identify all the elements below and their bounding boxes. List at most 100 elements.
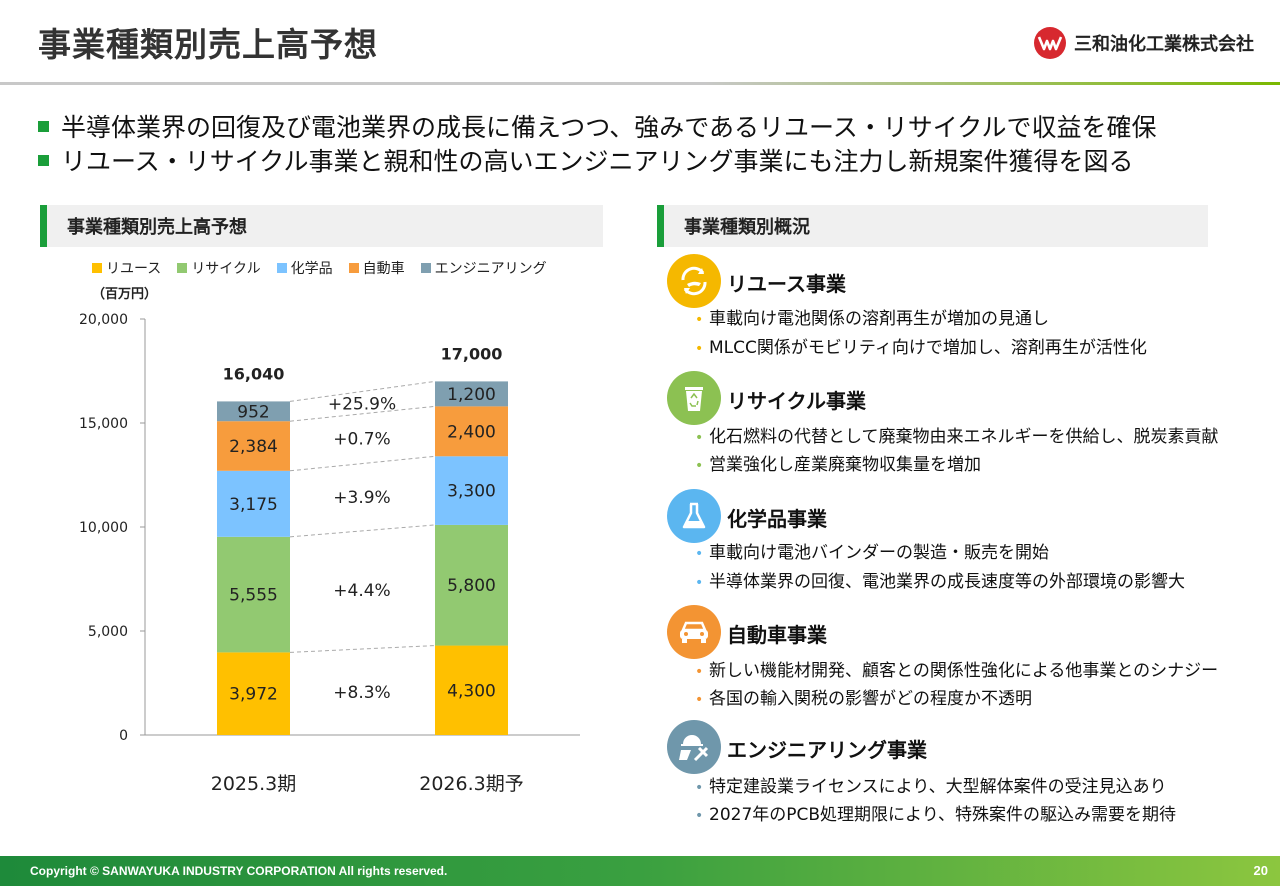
car-icon xyxy=(667,605,721,659)
category-point: • 2027年のPCB処理期限により、特殊案件の駆込み需要を期待 xyxy=(695,800,1176,825)
header-accent-bar xyxy=(40,205,47,247)
summary-bullet-1: 半導体業界の回復及び電池業界の成長に備えつつ、強みであるリユース・リサイクルで収… xyxy=(38,108,1157,144)
data-label: 3,300 xyxy=(447,482,496,502)
growth-connector-line xyxy=(289,455,436,472)
bar-segment xyxy=(217,401,290,422)
legend-label: リサイクル xyxy=(191,261,261,277)
category-point: • 営業強化し産業廃棄物収集量を増加 xyxy=(695,450,981,475)
category-reuse: リユース事業 • 車載向け電池関係の溶剤再生が増加の見通し • MLCC関係がモビリ… xyxy=(667,254,1267,364)
bullet-dot-icon: • xyxy=(695,575,704,591)
page-title: 事業種類別売上高予想 xyxy=(38,25,378,64)
engineering-icon xyxy=(667,720,721,774)
bar-segment xyxy=(435,406,508,457)
data-label: 2,400 xyxy=(447,422,496,442)
category-point-text: 新しい機能材開発、顧客との関係性強化による他事業とのシナジー xyxy=(709,661,1219,681)
right-panel-header: 事業種類別概況 xyxy=(657,205,1208,247)
bar-segment xyxy=(217,536,290,653)
x-tick-label: 2026.3期予 xyxy=(419,773,523,795)
legend-swatch xyxy=(177,263,188,273)
category-point: • MLCC関係がモビリティ向けで増加し、溶剤再生が活性化 xyxy=(695,333,1147,358)
bullet-square-icon xyxy=(38,120,49,132)
bar-segment xyxy=(217,652,290,735)
legend-swatch xyxy=(420,263,431,273)
bar-segment xyxy=(435,456,508,525)
chart-legend: リユース リサイクル 化学品 自動車 エンジニアリング xyxy=(92,258,563,278)
growth-connector-line xyxy=(289,405,436,422)
y-tick-label: 0 xyxy=(119,728,128,744)
bar-segment xyxy=(217,421,290,471)
category-automobile: 自動車事業 • 新しい機能材開発、顧客との関係性強化による他事業とのシナジー • 各… xyxy=(667,605,1267,715)
bar-segment xyxy=(435,645,508,735)
data-label: 3,175 xyxy=(229,495,278,515)
y-axis-unit-label: （百万円） xyxy=(92,286,157,302)
category-title: 化学品事業 xyxy=(727,507,827,531)
data-label: 4,300 xyxy=(447,681,496,701)
y-tick-label: 15,000 xyxy=(79,416,128,432)
right-panel-title: 事業種類別概況 xyxy=(684,217,810,238)
header-accent-bar xyxy=(657,205,664,247)
legend-swatch xyxy=(348,263,359,273)
category-point: • 車載向け電池関係の溶剤再生が増加の見通し xyxy=(695,304,1049,329)
summary-bullet-2: リユース・リサイクル事業と親和性の高いエンジニアリング事業にも注力し新規案件獲得… xyxy=(38,142,1134,178)
bullet-dot-icon: • xyxy=(695,458,704,474)
legend-label: 自動車 xyxy=(362,261,405,277)
legend-item-engineering: エンジニアリング xyxy=(420,258,547,278)
data-label: 3,972 xyxy=(229,685,278,705)
growth-label: +8.3% xyxy=(333,683,390,703)
legend-label: エンジニアリング xyxy=(434,261,547,277)
stacked-bar-chart: （百万円） 0 5,000 10,000 15,000 20,000 3,972 5,555 3… xyxy=(79,286,580,795)
category-title: リユース事業 xyxy=(727,272,846,296)
category-point: • 車載向け電池バインダーの製造・販売を開始 xyxy=(695,538,1049,563)
category-point: • 新しい機能材開発、顧客との関係性強化による他事業とのシナジー xyxy=(695,656,1218,681)
category-point: • 各国の輸入関税の影響がどの程度か不透明 xyxy=(695,684,1032,709)
copyright-text: Copyright © SANWAYUKA INDUSTRY CORPORATI… xyxy=(30,864,448,878)
legend-item-reuse: リユース xyxy=(92,258,161,278)
category-point-text: 車載向け電池バインダーの製造・販売を開始 xyxy=(709,543,1049,563)
total-label: 17,000 xyxy=(441,344,503,363)
bullet-dot-icon: • xyxy=(695,312,704,328)
bar-segment xyxy=(435,381,508,407)
category-recycle: リサイクル事業 • 化石燃料の代替として廃棄物由来エネルギーを供給し、脱炭素貢献 … xyxy=(667,371,1267,481)
legend-swatch xyxy=(92,263,102,273)
page-number: 20 xyxy=(1253,863,1268,878)
category-point: • 特定建設業ライセンスにより、大型解体案件の受注見込あり xyxy=(695,772,1167,797)
growth-connector-line xyxy=(289,524,436,538)
growth-label: +3.9% xyxy=(333,488,390,508)
company-name: 三和油化工業株式会社 xyxy=(1074,34,1254,55)
category-title: エンジニアリング事業 xyxy=(727,738,927,762)
data-label: 5,555 xyxy=(229,586,278,606)
total-label: 16,040 xyxy=(223,364,285,383)
recycle-hand-icon xyxy=(667,254,721,308)
bar-segment xyxy=(217,470,290,537)
y-tick-label: 20,000 xyxy=(79,312,128,328)
x-tick-label: 2025.3期 xyxy=(211,773,296,795)
category-point-text: 化石燃料の代替として廃棄物由来エネルギーを供給し、脱炭素貢献 xyxy=(709,427,1219,447)
title-divider xyxy=(0,82,1280,85)
category-engineering: エンジニアリング事業 • 特定建設業ライセンスにより、大型解体案件の受注見込あり … xyxy=(667,720,1267,830)
legend-item-recycle: リサイクル xyxy=(177,258,261,278)
category-point: • 半導体業界の回復、電池業界の成長速度等の外部環境の影響大 xyxy=(695,567,1185,592)
summary-bullet-text: 半導体業界の回復及び電池業界の成長に備えつつ、強みであるリユース・リサイクルで収… xyxy=(61,113,1157,142)
category-point-text: MLCC関係がモビリティ向けで増加し、溶剤再生が活性化 xyxy=(709,338,1147,358)
legend-item-chemical: 化学品 xyxy=(276,258,333,278)
category-chemical: 化学品事業 • 車載向け電池バインダーの製造・販売を開始 • 半導体業界の回復、電池… xyxy=(667,489,1267,599)
company-logo-icon xyxy=(1034,27,1066,59)
category-point-text: 営業強化し産業廃棄物収集量を増加 xyxy=(709,455,981,475)
bullet-dot-icon: • xyxy=(695,780,704,796)
left-panel-header: 事業種類別売上高予想 xyxy=(40,205,603,247)
flask-icon xyxy=(667,489,721,543)
bullet-dot-icon: • xyxy=(695,808,704,824)
growth-label: +0.7% xyxy=(333,430,390,450)
data-label: 1,200 xyxy=(447,385,496,405)
growth-connector-line xyxy=(289,645,436,653)
legend-item-automobile: 自動車 xyxy=(348,258,405,278)
bullet-dot-icon: • xyxy=(695,546,704,562)
y-tick-label: 10,000 xyxy=(79,520,128,536)
company-logo: 三和油化工業株式会社 xyxy=(1034,27,1254,59)
data-label: 5,800 xyxy=(447,576,496,596)
growth-connector-line xyxy=(289,380,436,402)
category-point-text: 特定建設業ライセンスにより、大型解体案件の受注見込あり xyxy=(709,777,1167,797)
legend-label: リユース xyxy=(106,261,162,277)
bullet-dot-icon: • xyxy=(695,341,704,357)
legend-swatch xyxy=(276,263,287,273)
